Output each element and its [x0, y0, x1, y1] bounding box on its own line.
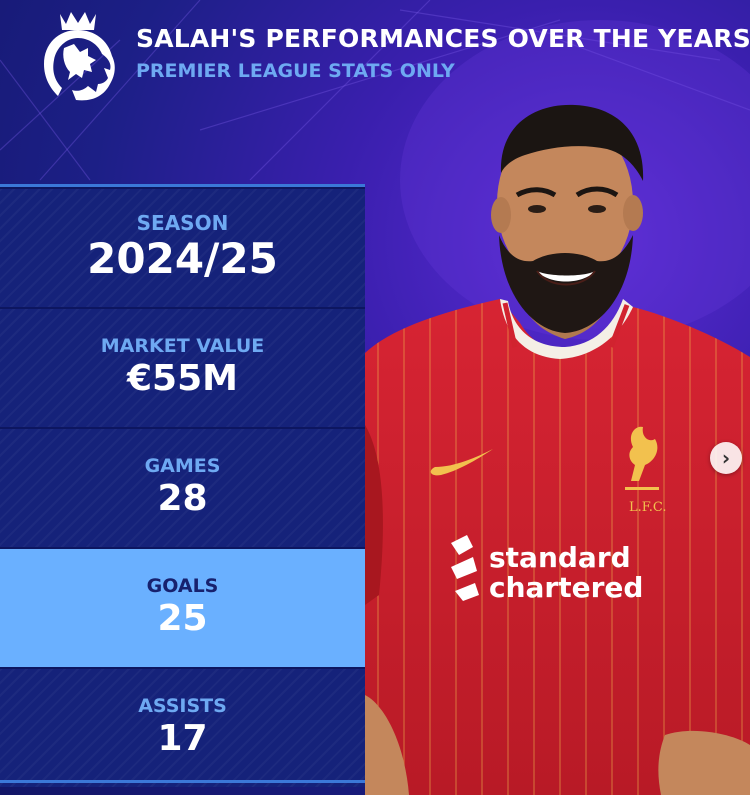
- sponsor-line1: standard: [489, 541, 631, 574]
- stat-games: GAMES 28: [0, 427, 365, 547]
- carousel-next-button[interactable]: ›: [710, 442, 742, 474]
- stat-value: €55M: [127, 357, 238, 399]
- stat-season: SEASON 2024/25: [0, 187, 365, 307]
- stat-assists: ASSISTS 17: [0, 667, 365, 787]
- premier-league-lion-icon: [44, 12, 115, 101]
- stat-label: ASSISTS: [138, 694, 227, 717]
- crest-text: L.F.C.: [629, 500, 667, 515]
- stat-label: SEASON: [136, 210, 229, 235]
- stat-market-value: MARKET VALUE €55M: [0, 307, 365, 427]
- page-subtitle: PREMIER LEAGUE STATS ONLY: [136, 60, 455, 82]
- stat-label: MARKET VALUE: [100, 334, 265, 357]
- stat-goals: GOALS 25: [0, 547, 365, 667]
- stats-panel: SEASON 2024/25 MARKET VALUE €55M GAMES 2…: [0, 187, 365, 787]
- player-photo: L.F.C. standard chartered: [365, 104, 750, 795]
- sponsor-line2: chartered: [489, 571, 643, 604]
- stat-label: GOALS: [146, 574, 219, 597]
- stat-value: 17: [157, 717, 208, 759]
- stat-value: 28: [157, 477, 208, 519]
- stat-value: 25: [157, 597, 208, 639]
- stats-top-line: [0, 184, 365, 187]
- page-title: SALAH'S PERFORMANCES OVER THE YEARS: [136, 24, 750, 53]
- chevron-right-icon: ›: [721, 446, 731, 470]
- stats-bottom-line: [0, 780, 365, 783]
- stat-label: GAMES: [144, 454, 221, 477]
- stat-value: 2024/25: [87, 233, 278, 283]
